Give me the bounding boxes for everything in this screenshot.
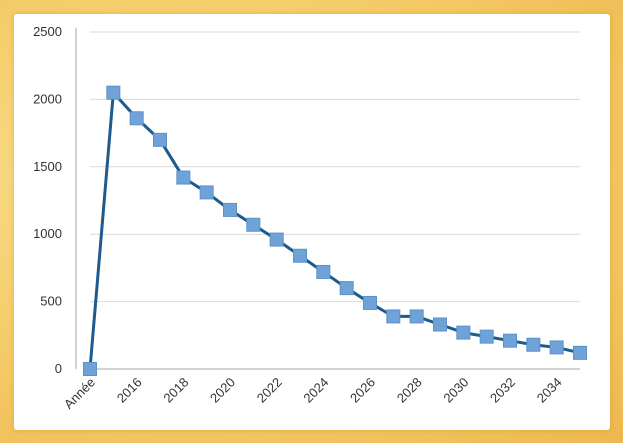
gridlines: [90, 31, 580, 303]
y-tick-label: 0: [55, 361, 62, 376]
data-point: [456, 325, 471, 340]
data-point: [106, 85, 121, 100]
x-tick-label: 2032: [487, 375, 518, 406]
data-point: [526, 337, 541, 352]
data-point: [129, 111, 144, 126]
series-group: [83, 85, 587, 376]
x-tick-label: 2022: [254, 375, 285, 406]
x-tick-label: Année: [61, 375, 98, 412]
x-tick-label: 2018: [160, 375, 191, 406]
x-tick-label: 2028: [394, 375, 425, 406]
data-point: [83, 362, 97, 376]
data-point: [269, 232, 284, 247]
x-tick-label: 2024: [300, 375, 331, 406]
y-tick-label: 2500: [33, 24, 62, 39]
y-tick-label: 2000: [33, 91, 62, 106]
data-point: [409, 309, 424, 324]
data-point: [316, 264, 331, 279]
data-point: [503, 333, 517, 348]
x-tick-label: 2030: [440, 375, 471, 406]
data-point: [573, 345, 587, 360]
y-tick-label: 500: [40, 294, 62, 309]
data-point: [223, 202, 237, 217]
x-tick-label: 2026: [347, 375, 378, 406]
data-point: [363, 295, 377, 310]
plot-panel: [14, 14, 610, 430]
y-axis-ticks: 0 500 1000 1500 2000 2500: [33, 24, 62, 376]
data-point: [479, 329, 494, 344]
data-point: [246, 217, 261, 232]
data-point: [549, 340, 564, 355]
data-point: [433, 317, 447, 332]
y-tick-label: 1500: [33, 159, 62, 174]
data-point: [386, 309, 401, 324]
data-point: [153, 132, 167, 147]
data-point: [339, 281, 354, 296]
x-axis-ticks: Année 2016 2018 2020 2022 2024 2026 2028 2030 203…: [61, 375, 565, 412]
series-line: [88, 91, 581, 370]
x-tick-label: 2016: [114, 375, 145, 406]
data-point: [176, 170, 191, 185]
data-point: [199, 185, 214, 200]
x-tick-label: 2034: [534, 375, 565, 406]
x-tick-label: 2020: [207, 375, 238, 406]
y-tick-label: 1000: [33, 226, 62, 241]
data-point: [293, 248, 307, 263]
